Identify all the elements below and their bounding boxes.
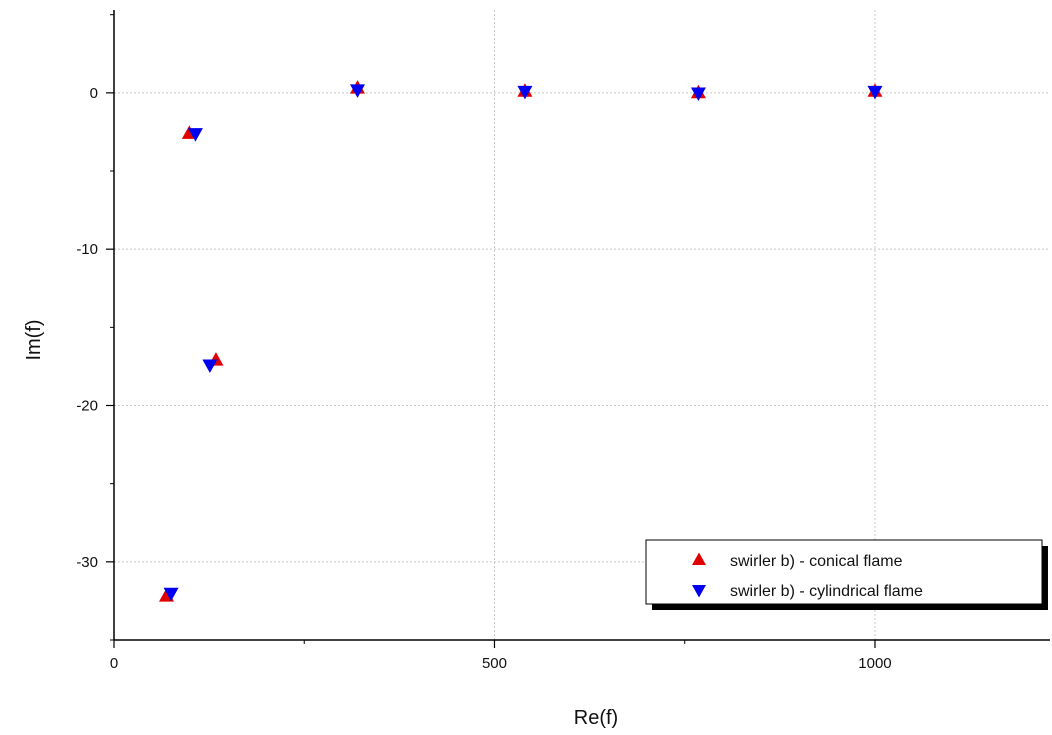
data-points	[159, 80, 883, 602]
data-point	[163, 587, 179, 602]
legend: swirler b) - conical flame swirler b) - c…	[645, 539, 1048, 610]
ticks	[106, 14, 876, 648]
y-tick-label: -30	[76, 554, 98, 571]
y-tick-label: -10	[76, 241, 98, 258]
y-tick-label: 0	[90, 85, 98, 102]
x-tick-label: 1000	[858, 655, 891, 672]
legend-marker	[692, 584, 706, 598]
series-cylindrical-flame	[163, 84, 883, 602]
data-point	[350, 84, 366, 98]
data-point	[202, 359, 218, 373]
y-tick-label: -20	[76, 398, 98, 415]
data-point	[517, 85, 533, 100]
x-axis-title: Re(f)	[574, 707, 618, 729]
data-point	[187, 128, 203, 142]
legend-label: swirler b) - cylindrical flame	[730, 583, 923, 600]
x-tick-label: 500	[482, 655, 507, 672]
y-axis-title: Im(f)	[23, 319, 45, 360]
data-point	[867, 85, 883, 100]
legend-box	[645, 539, 1043, 605]
legend-marker	[692, 552, 706, 566]
legend-label: swirler b) - conical flame	[730, 553, 903, 570]
series-conical-flame	[159, 80, 883, 602]
tick-labels: 0 500 1000 0 -10 -20 -30	[76, 85, 891, 672]
data-point	[690, 87, 706, 101]
x-tick-label: 0	[110, 655, 118, 672]
axes	[113, 10, 1050, 641]
